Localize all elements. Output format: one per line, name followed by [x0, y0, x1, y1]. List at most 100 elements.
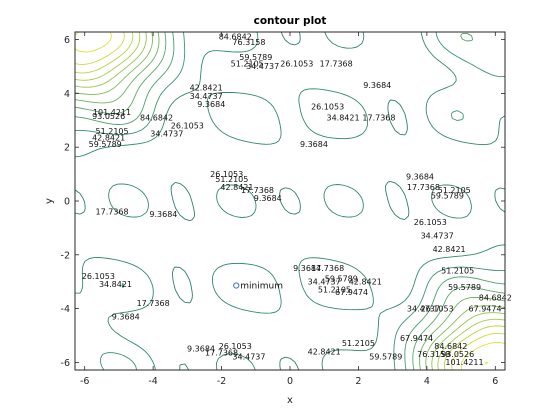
- contour-value-label: 42.8421: [349, 277, 382, 286]
- contour-value-label: 76.3158: [417, 350, 450, 359]
- contour-value-label: 9.3684: [187, 345, 215, 354]
- contour-value-label: 26.1053: [82, 272, 115, 281]
- x-tick-label: 0: [287, 376, 293, 387]
- contour-level-8: [75, 32, 505, 370]
- contour-value-label: 26.1053: [311, 103, 344, 112]
- contour-value-label: 34.4737: [150, 129, 183, 138]
- y-tick-label: -2: [61, 250, 70, 261]
- contour-value-label: 84.6842: [140, 113, 173, 122]
- contour-value-label: 67.9474: [468, 304, 501, 313]
- contour-value-label: 42.8421: [92, 133, 125, 142]
- contour-value-label: 9.3684: [300, 140, 328, 149]
- contour-value-label: 26.1053: [210, 170, 243, 179]
- contour-value-label: 76.3158: [232, 38, 265, 47]
- contour-level-6: [75, 32, 505, 370]
- contour-value-label: 26.1053: [421, 304, 454, 313]
- y-tick-label: -6: [61, 358, 70, 369]
- annotations: minimum: [233, 282, 283, 292]
- y-tick-label: 2: [64, 143, 70, 154]
- contour-value-label: 101.4211: [445, 358, 483, 367]
- x-tick-label: -4: [148, 376, 157, 387]
- contour-value-label: 34.8421: [326, 113, 359, 122]
- contour-value-label: 9.3684: [149, 210, 177, 219]
- contour-value-label: 59.5789: [89, 140, 122, 149]
- contour-value-label: 9.3684: [254, 194, 282, 203]
- contour-level-2: [75, 32, 505, 370]
- contour-value-label: 51.2105: [318, 285, 351, 294]
- contour-value-label: 51.2105: [438, 186, 471, 195]
- y-tick-label: 0: [64, 197, 70, 208]
- contour-value-label: 34.4737: [421, 232, 454, 241]
- contour-value-label: 42.8421: [433, 245, 466, 254]
- contour-value-label: 93.0526: [92, 112, 125, 121]
- contour-value-label: 26.1053: [171, 121, 204, 130]
- contour-value-label: 26.1053: [280, 60, 313, 69]
- contour-level-0: [75, 32, 505, 370]
- contour-value-label: 34.4737: [190, 92, 223, 101]
- contour-value-label: 34.4737: [407, 304, 440, 313]
- x-tick-label: 4: [424, 376, 430, 387]
- contour-value-label: 17.7368: [320, 60, 353, 69]
- contour-value-label: 9.3684: [363, 81, 391, 90]
- x-tick-label: 6: [492, 376, 498, 387]
- contour-value-label: 42.8421: [190, 84, 223, 93]
- contour-level-11: [75, 32, 505, 370]
- x-axis-label: x: [287, 395, 293, 406]
- contour-value-label: 17.7368: [205, 349, 238, 358]
- contour-level-7: [75, 32, 505, 370]
- contour-level-10: [75, 32, 505, 370]
- contour-value-label: 59.5789: [431, 191, 464, 200]
- contour-value-label: 67.9474: [335, 288, 368, 297]
- contour-level-1: [75, 32, 505, 370]
- contour-value-label: 9.3684: [406, 172, 434, 181]
- contour-value-label: 51.2105: [231, 60, 264, 69]
- contour-value-label: 17.7368: [311, 264, 344, 273]
- contour-value-label: 84.6842: [219, 33, 252, 42]
- contour-value-label: 26.1053: [219, 342, 252, 351]
- minimum-marker: [233, 282, 240, 289]
- x-axis-ticks: -6 -4 -2 0 2 4 6: [80, 32, 498, 387]
- contour-value-label: 67.9474: [400, 334, 433, 343]
- contour-value-label: 17.7368: [241, 186, 274, 195]
- x-tick-label: -6: [80, 376, 89, 387]
- contour-value-label: 59.5789: [325, 275, 358, 284]
- contour-value-label: 59.5789: [239, 53, 272, 62]
- contour-value-label: 17.7368: [137, 299, 170, 308]
- contour-level-9: [75, 32, 505, 370]
- y-axis-label: y: [44, 198, 55, 204]
- y-tick-label: 4: [64, 89, 70, 100]
- plot-area: [75, 32, 505, 370]
- contour-value-label: 34.8421: [99, 280, 132, 289]
- x-tick-label: -2: [217, 376, 226, 387]
- contour-value-label: 9.3684: [197, 100, 225, 109]
- contour-value-label: 34.4737: [308, 277, 341, 286]
- contour-value-label: 51.2105: [441, 267, 474, 276]
- contour-value-label: 26.1053: [414, 218, 447, 227]
- contour-value-label: 84.6842: [434, 342, 467, 351]
- contour-level-4: [75, 32, 505, 370]
- contour-level-5: [75, 32, 505, 370]
- chart-title: contour plot: [254, 15, 327, 27]
- y-tick-label: -4: [61, 304, 70, 315]
- contour-value-label: 17.7368: [362, 113, 395, 122]
- contour-value-label: 34.4737: [246, 62, 279, 71]
- contour-value-label: 101.4211: [93, 108, 131, 117]
- contour-value-label: 17.7368: [407, 183, 440, 192]
- y-tick-label: 6: [64, 35, 70, 46]
- contour-value-label: 9.3684: [293, 264, 321, 273]
- contour-value-label: 42.8421: [220, 183, 253, 192]
- contour-level-12: [484, 361, 489, 365]
- y-axis-ticks: -6 -4 -2 0 2 4 6: [61, 35, 505, 369]
- contour-value-label: 34.4737: [232, 353, 265, 362]
- contour-value-label: 59.5789: [448, 283, 481, 292]
- contour-value-label: 59.5789: [369, 353, 402, 362]
- minimum-annotation: minimum: [240, 282, 283, 292]
- contour-value-label: 51.2105: [215, 175, 248, 184]
- contour-value-label: 42.8421: [308, 347, 341, 356]
- contour-value-label: 9.3684: [112, 312, 140, 321]
- contour-lines: [75, 32, 505, 370]
- contour-value-label: 93.0526: [441, 350, 474, 359]
